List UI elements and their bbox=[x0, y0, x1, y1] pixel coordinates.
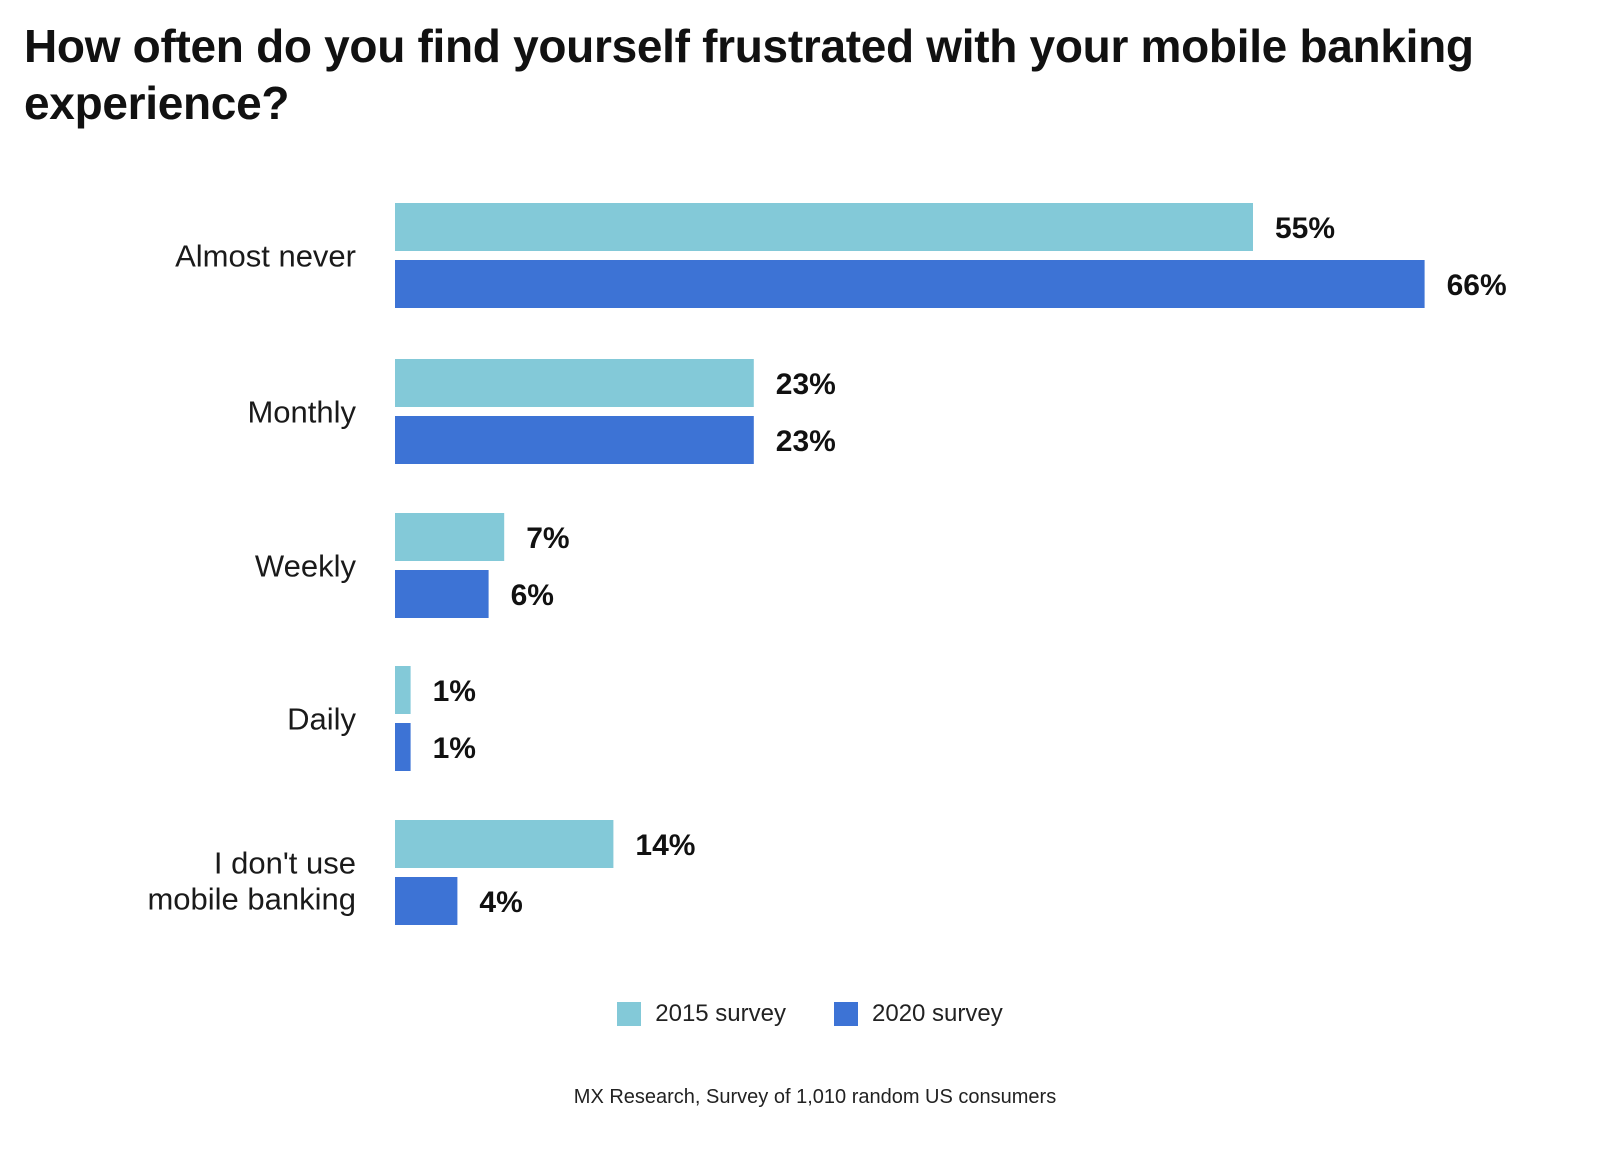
legend-label-2015: 2015 survey bbox=[655, 1000, 786, 1027]
value-label-2020-survey-weekly: 6% bbox=[511, 579, 554, 612]
legend-item-2020: 2020 survey bbox=[834, 1000, 1003, 1028]
category-label-daily: Daily bbox=[287, 702, 356, 737]
value-labels: 55% 66% 23% 23% 7% 6% 1% 1% 14% 4% bbox=[433, 212, 1507, 919]
legend: 2015 survey 2020 survey bbox=[0, 1000, 1600, 1028]
bar-2015-survey-weekly bbox=[395, 513, 505, 561]
bar-2020-survey-weekly bbox=[395, 570, 489, 618]
category-labels: Almost never Monthly Weekly Daily I don't us… bbox=[147, 239, 356, 917]
category-label-line: Daily bbox=[287, 702, 356, 737]
category-label-line: Almost never bbox=[175, 239, 356, 274]
bar-2020-survey-i-don-t-use-mobile-banking bbox=[395, 877, 458, 925]
source-note: MX Research, Survey of 1,010 random US c… bbox=[573, 1086, 1057, 1108]
legend-swatch-2015 bbox=[617, 1002, 642, 1026]
value-label-2020-survey-monthly: 23% bbox=[776, 425, 836, 458]
bar-2020-survey-daily bbox=[395, 723, 411, 771]
value-label-2020-survey-almost-never: 66% bbox=[1447, 269, 1507, 302]
category-label-almost-never: Almost never bbox=[175, 239, 356, 274]
bars bbox=[395, 203, 1425, 925]
legend-item-2015: 2015 survey bbox=[617, 1000, 786, 1028]
category-label-i-don-t-use-mobile-banking: I don't use mobile banking bbox=[147, 846, 356, 917]
chart-title: How often do you find yourself frustrate… bbox=[24, 20, 1474, 129]
value-label-2015-survey-daily: 1% bbox=[433, 675, 476, 708]
category-label-line: I don't use bbox=[214, 846, 356, 881]
category-label-monthly: Monthly bbox=[247, 395, 356, 430]
value-label-2015-survey-weekly: 7% bbox=[526, 522, 569, 555]
bar-2015-survey-i-don-t-use-mobile-banking bbox=[395, 820, 614, 868]
legend-label-2020: 2020 survey bbox=[872, 1000, 1003, 1027]
legend-swatch-2020 bbox=[834, 1002, 858, 1026]
category-label-weekly: Weekly bbox=[255, 549, 357, 584]
bar-2020-survey-monthly bbox=[395, 416, 754, 464]
category-label-line: mobile banking bbox=[147, 882, 356, 917]
bar-2015-survey-daily bbox=[395, 666, 411, 714]
value-label-2020-survey-daily: 1% bbox=[433, 732, 476, 765]
category-label-line: Weekly bbox=[255, 549, 357, 584]
bar-2015-survey-almost-never bbox=[395, 203, 1253, 251]
bar-2020-survey-almost-never bbox=[395, 260, 1425, 308]
bar-2015-survey-monthly bbox=[395, 359, 754, 407]
value-label-2015-survey-monthly: 23% bbox=[776, 368, 836, 401]
value-label-2015-survey-i-don-t-use-mobile-banking: 14% bbox=[635, 829, 695, 862]
value-label-2020-survey-i-don-t-use-mobile-banking: 4% bbox=[479, 886, 522, 919]
category-label-line: Monthly bbox=[247, 395, 356, 430]
value-label-2015-survey-almost-never: 55% bbox=[1275, 212, 1335, 245]
